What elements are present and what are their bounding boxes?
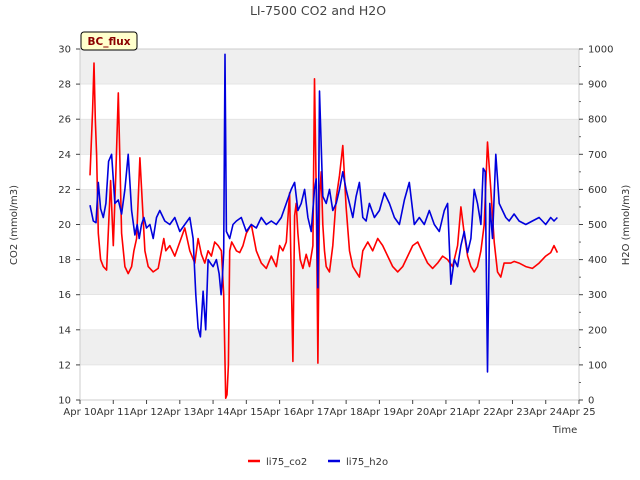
y-tick-label: 28 [58, 80, 71, 91]
y-tick-label: 10 [58, 396, 71, 407]
background-bands [80, 49, 579, 365]
chart-title: LI-7500 CO2 and H2O [250, 3, 386, 18]
x-tick-label: Apr 12 [130, 407, 163, 418]
x-tick-label: Apr 10 [63, 407, 96, 418]
badge-box [80, 31, 138, 51]
y-axis-left: 10 12 14 16 18 20 22 24 26 28 30 [58, 45, 80, 407]
y2-tick-label: 0 [588, 396, 594, 407]
y2-tick-label: 1000 [588, 45, 613, 56]
x-tick-label: Apr 11 [97, 407, 130, 418]
band-16-18 [80, 259, 579, 295]
x-tick-label: Apr 16 [263, 407, 296, 418]
legend: li75_co2 li75_h2o [248, 457, 388, 468]
y-tick-label: 24 [58, 150, 71, 161]
legend-label-co2: li75_co2 [266, 457, 307, 468]
series-lines [89, 53, 559, 400]
x-axis-label: Time [552, 425, 577, 436]
x-tick-label: Apr 24 [529, 407, 562, 418]
y2-axis-label: H2O (mmol/m3) [621, 185, 632, 266]
y-tick-label: 16 [58, 290, 71, 301]
x-tick-label: Apr 23 [496, 407, 529, 418]
y-tick-label: 18 [58, 255, 71, 266]
x-tick-label: Apr 21 [429, 407, 462, 418]
x-tick-label: Apr 22 [463, 407, 496, 418]
y2-tick-label: 400 [588, 255, 607, 266]
badge-label: BC_flux [88, 36, 131, 48]
x-axis: Apr 10 Apr 11 Apr 12 Apr 13 Apr 14 Apr 15 Apr … [63, 400, 596, 418]
x-tick-label: Apr 17 [296, 407, 329, 418]
y-axis-label: CO2 (mmol/m3) [9, 185, 20, 265]
y2-tick-label: 700 [588, 150, 607, 161]
badge: BC_flux [80, 31, 138, 51]
band-20-22 [80, 189, 579, 225]
legend-label-h2o: li75_h2o [346, 457, 388, 468]
y-tick-label: 14 [58, 325, 71, 336]
y2-tick-label: 500 [588, 220, 607, 231]
x-tick-label: Apr 19 [363, 407, 396, 418]
y-tick-label: 20 [58, 220, 71, 231]
series-line-li75_h2o [89, 53, 558, 373]
y-tick-label: 12 [58, 360, 71, 371]
y2-tick-label: 900 [588, 80, 607, 91]
y2-tick-label: 600 [588, 185, 607, 196]
band-28-30 [80, 49, 579, 85]
x-tick-label: Apr 14 [196, 407, 229, 418]
y-axis-right: 0 100 200 300 400 500 600 700 800 900 1000 [579, 45, 613, 407]
y-tick-label: 26 [58, 115, 71, 126]
x-tick-label: Apr 13 [163, 407, 196, 418]
y2-tick-label: 300 [588, 290, 607, 301]
band-12-14 [80, 329, 579, 365]
y-tick-label: 22 [58, 185, 71, 196]
x-tick-label: Apr 20 [396, 407, 429, 418]
x-tick-label: Apr 15 [230, 407, 263, 418]
x-tick-label: Apr 18 [330, 407, 363, 418]
y2-tick-label: 100 [588, 360, 607, 371]
y2-tick-label: 200 [588, 325, 607, 336]
x-tick-label: Apr 25 [562, 407, 595, 418]
band-24-26 [80, 119, 579, 155]
y-tick-label: 30 [58, 45, 71, 56]
y2-tick-label: 800 [588, 115, 607, 126]
